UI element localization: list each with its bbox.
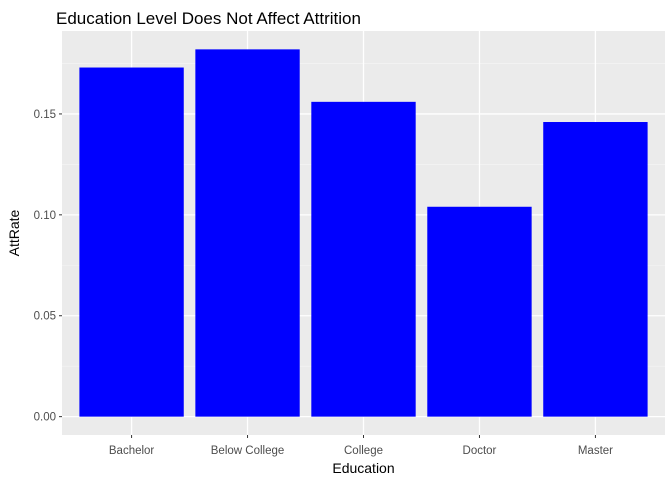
bar-below-college xyxy=(195,49,300,417)
y-tick-label: 0.05 xyxy=(34,311,56,323)
chart-title: Education Level Does Not Affect Attritio… xyxy=(56,9,361,28)
y-tick-label: 0.15 xyxy=(34,109,56,121)
bar-doctor xyxy=(427,206,532,417)
bar-series xyxy=(79,49,648,417)
x-tick-label: Doctor xyxy=(463,445,497,457)
x-axis-title: Education xyxy=(332,460,394,476)
x-tick-label: Below College xyxy=(211,445,285,457)
bar-college xyxy=(311,101,416,417)
x-tick-label: College xyxy=(344,445,383,457)
y-axis-title: AttRate xyxy=(6,209,22,256)
y-tick-label: 0.10 xyxy=(34,210,56,222)
y-tick-label: 0.00 xyxy=(34,412,56,424)
x-tick-label: Bachelor xyxy=(109,445,155,457)
x-axis: Bachelor Below College College Doctor Master xyxy=(109,435,613,457)
x-tick-label: Master xyxy=(578,445,613,457)
bar-bachelor xyxy=(79,67,184,417)
y-axis: 0.00 0.05 0.10 0.15 xyxy=(34,109,62,424)
bar-master xyxy=(543,122,648,417)
